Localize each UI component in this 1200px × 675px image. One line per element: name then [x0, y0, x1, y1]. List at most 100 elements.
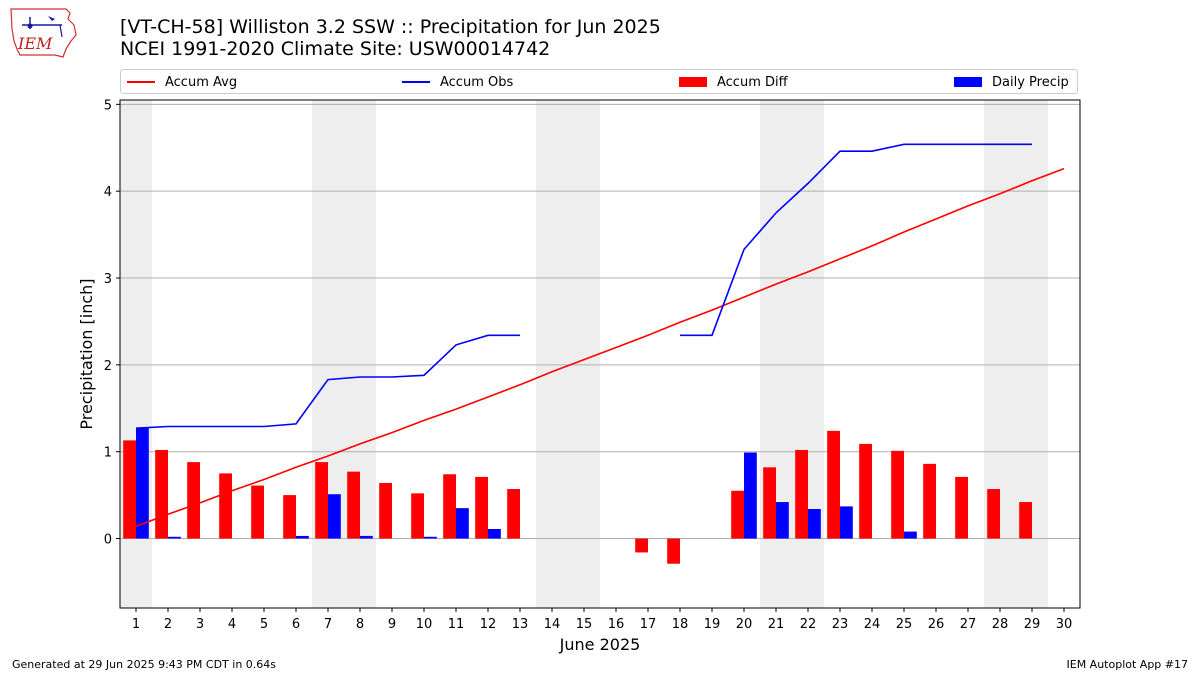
legend-swatch-daily-precip: [954, 77, 982, 87]
x-tick-label: 22: [800, 617, 817, 632]
bar-accum-diff: [251, 485, 264, 539]
footer-app-id: IEM Autoplot App #17: [1066, 658, 1189, 671]
bar-accum-diff: [923, 463, 936, 539]
y-tick-label: 2: [104, 359, 112, 374]
x-tick-label: 4: [228, 617, 236, 632]
bar-accum-diff: [1019, 502, 1032, 539]
y-tick-label: 5: [104, 98, 112, 113]
bar-daily-precip: [296, 535, 309, 539]
bar-accum-diff: [731, 490, 744, 539]
bar-daily-precip: [488, 528, 501, 539]
legend-label: Accum Avg: [165, 74, 238, 90]
x-tick-label: 19: [704, 617, 721, 632]
y-axis-label: Precipitation [inch]: [77, 278, 96, 429]
x-tick-label: 29: [1024, 617, 1041, 632]
y-tick-label: 0: [104, 533, 112, 548]
x-tick-label: 13: [512, 617, 529, 632]
chart-title: [VT-CH-58] Williston 3.2 SSW :: Precipit…: [120, 16, 661, 60]
x-tick-label: 28: [992, 617, 1009, 632]
x-tick-label: 9: [388, 617, 396, 632]
footer-generated: Generated at 29 Jun 2025 9:43 PM CDT in …: [12, 658, 277, 671]
bar-accum-diff: [827, 430, 840, 539]
legend-item-accum-obs: Accum Obs: [402, 74, 513, 90]
svg-text:IEM: IEM: [17, 34, 53, 53]
y-tick-label: 4: [104, 185, 112, 200]
bar-daily-precip: [456, 508, 469, 539]
legend-item-accum-avg: Accum Avg: [127, 74, 237, 90]
bar-daily-precip: [808, 509, 821, 539]
y-tick-label: 3: [104, 272, 112, 287]
x-tick-label: 21: [768, 617, 785, 632]
bar-accum-diff: [411, 493, 424, 539]
bar-daily-precip: [136, 428, 149, 539]
bar-accum-diff: [315, 462, 328, 539]
x-tick-label: 26: [928, 617, 945, 632]
bar-accum-diff: [219, 473, 232, 539]
title-line-1: [VT-CH-58] Williston 3.2 SSW :: Precipit…: [120, 16, 661, 38]
y-tick-label: 1: [104, 446, 112, 461]
bar-daily-precip: [168, 536, 181, 539]
bar-accum-diff: [891, 450, 904, 539]
x-tick-label: 17: [640, 617, 657, 632]
bar-daily-precip: [776, 502, 789, 539]
bar-daily-precip: [744, 452, 757, 539]
bar-accum-diff: [379, 482, 392, 539]
legend-label: Daily Precip: [992, 74, 1069, 90]
x-tick-label: 30: [1056, 617, 1073, 632]
bar-accum-diff: [475, 476, 488, 539]
weekend-shade: [536, 100, 568, 608]
bar-accum-diff: [155, 449, 168, 539]
bar-accum-diff: [443, 474, 456, 539]
bar-accum-diff: [859, 443, 872, 539]
x-tick-label: 3: [196, 617, 204, 632]
bar-accum-diff: [795, 449, 808, 539]
line-accum-avg: [135, 167, 1065, 528]
bar-accum-diff: [763, 467, 776, 539]
x-tick-label: 8: [356, 617, 364, 632]
x-tick-label: 11: [448, 617, 465, 632]
iem-logo: IEM: [8, 5, 80, 59]
x-tick-label: 2: [164, 617, 172, 632]
x-tick-label: 27: [960, 617, 977, 632]
bar-accum-diff: [987, 489, 1000, 539]
bar-daily-precip: [328, 494, 341, 539]
x-tick-label: 7: [324, 617, 332, 632]
legend-swatch-accum-avg: [127, 81, 155, 83]
x-axis-label: June 2025: [559, 635, 641, 654]
plot-frame: [119, 99, 1081, 609]
bar-accum-diff: [635, 538, 648, 553]
legend-label: Accum Obs: [440, 74, 514, 90]
bar-accum-diff: [955, 476, 968, 539]
bar-accum-diff: [507, 489, 520, 539]
bar-daily-precip: [840, 506, 853, 539]
x-tick-label: 10: [416, 617, 433, 632]
x-tick-label: 6: [292, 617, 300, 632]
line-accum-obs: [135, 143, 1032, 429]
bar-daily-precip: [424, 536, 437, 539]
x-tick-label: 12: [480, 617, 497, 632]
x-tick-label: 5: [260, 617, 268, 632]
bar-accum-diff: [667, 538, 680, 564]
bar-daily-precip: [360, 535, 373, 539]
x-tick-label: 20: [736, 617, 753, 632]
x-tick-label: 16: [608, 617, 625, 632]
legend-swatch-accum-obs: [402, 81, 430, 83]
bar-accum-diff: [283, 495, 296, 539]
legend-item-daily-precip: Daily Precip: [954, 74, 1069, 90]
weekend-shade: [568, 100, 600, 608]
bar-accum-diff: [187, 462, 200, 539]
legend-swatch-accum-diff: [679, 77, 707, 87]
title-line-2: NCEI 1991-2020 Climate Site: USW00014742: [120, 38, 551, 60]
legend: Accum Avg Accum Obs Accum Diff Daily Pre…: [120, 69, 1078, 94]
bar-daily-precip: [904, 531, 917, 539]
x-tick-label: 23: [832, 617, 849, 632]
x-tick-label: 18: [672, 617, 689, 632]
bar-accum-diff: [123, 440, 136, 539]
bar-accum-diff: [347, 471, 360, 539]
x-tick-label: 24: [864, 617, 881, 632]
x-tick-label: 14: [544, 617, 561, 632]
x-tick-label: 1: [132, 617, 140, 632]
x-tick-label: 25: [896, 617, 913, 632]
legend-item-accum-diff: Accum Diff: [679, 74, 788, 90]
